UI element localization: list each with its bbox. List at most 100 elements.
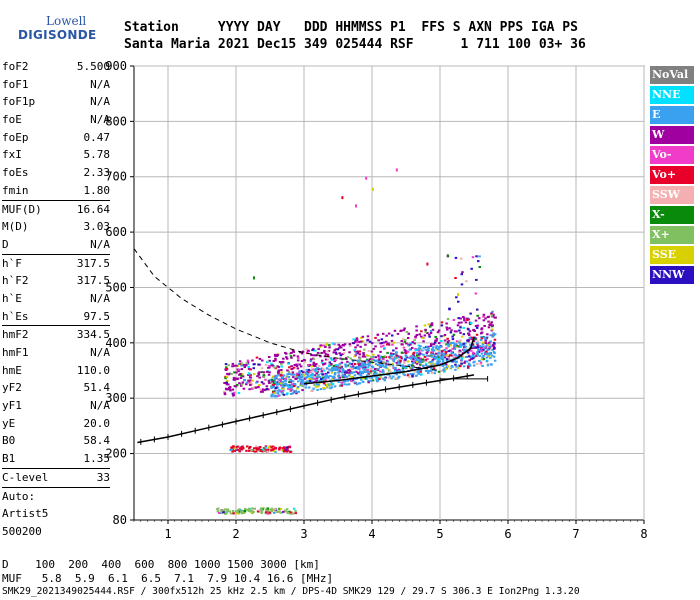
echo-point xyxy=(420,373,423,376)
echo-point xyxy=(275,374,278,377)
echo-point xyxy=(451,360,455,363)
echo-point xyxy=(223,511,227,514)
echo-point xyxy=(353,371,356,374)
echo-point xyxy=(413,342,416,345)
echo-point xyxy=(282,387,285,390)
echo-point xyxy=(356,350,359,353)
y-tick-label: 200 xyxy=(105,447,127,461)
echo-point xyxy=(253,450,257,453)
echo-point xyxy=(278,446,281,449)
echo-point xyxy=(240,362,244,365)
echo-point xyxy=(368,362,371,364)
echo-point xyxy=(235,448,238,451)
echo-point xyxy=(360,378,363,381)
echo-point xyxy=(360,362,364,365)
echo-point xyxy=(440,350,444,353)
echo-point xyxy=(476,308,479,311)
echo-point xyxy=(238,382,241,385)
echo-point xyxy=(415,361,419,364)
echo-point xyxy=(317,373,320,376)
echo-point xyxy=(226,372,229,375)
echo-point xyxy=(379,359,383,362)
echo-point xyxy=(490,321,493,324)
echo-point xyxy=(438,348,441,351)
echo-point xyxy=(403,340,407,343)
param-value: N/A xyxy=(90,237,110,251)
echo-point xyxy=(250,449,254,452)
echo-point xyxy=(471,354,475,357)
echo-point xyxy=(472,364,476,367)
echo-point xyxy=(364,343,367,346)
echo-point xyxy=(443,349,447,351)
echo-point xyxy=(246,362,250,365)
echo-point xyxy=(436,354,440,357)
echo-point xyxy=(474,319,478,322)
echo-point xyxy=(398,362,401,365)
echo-point xyxy=(384,340,388,343)
echo-point xyxy=(292,350,295,353)
echo-point xyxy=(344,375,347,378)
param-value: 51.4 xyxy=(83,381,111,395)
echo-point xyxy=(352,366,356,369)
echo-point xyxy=(339,345,342,348)
echo-point xyxy=(412,354,416,357)
echo-point xyxy=(275,386,278,389)
echo-point xyxy=(287,511,290,514)
echo-point xyxy=(257,386,260,389)
echo-point xyxy=(285,446,289,449)
echo-point xyxy=(330,371,334,374)
echo-point xyxy=(276,389,280,392)
echo-point xyxy=(446,343,450,346)
echo-point xyxy=(230,373,233,375)
echo-point xyxy=(308,363,312,366)
echo-point xyxy=(295,365,299,368)
echo-point xyxy=(372,347,376,350)
echo-point xyxy=(276,371,280,374)
param-row: hmF2 334.5 xyxy=(2,326,110,344)
echo-point xyxy=(241,381,245,384)
echo-point xyxy=(362,362,365,365)
echo-point xyxy=(251,512,254,515)
echo-point xyxy=(247,372,251,375)
echo-point xyxy=(462,333,466,336)
echo-point xyxy=(247,510,251,512)
echo-point xyxy=(321,344,325,347)
param-row: h`F 317.5 xyxy=(2,255,110,273)
echo-point xyxy=(492,351,496,354)
echo-point xyxy=(237,368,241,371)
echo-point xyxy=(314,385,318,388)
echo-point xyxy=(421,359,424,362)
echo-point xyxy=(387,332,391,335)
echo-point xyxy=(292,373,296,376)
legend-item-nnw: NNW xyxy=(650,266,694,284)
echo-point xyxy=(268,382,271,384)
echo-point xyxy=(317,348,320,351)
echo-point xyxy=(287,386,290,389)
echo-point xyxy=(450,365,453,367)
echo-point xyxy=(425,354,429,357)
echo-point xyxy=(342,352,346,354)
echo-point xyxy=(428,335,431,338)
echo-point xyxy=(449,367,453,370)
echo-point xyxy=(488,322,492,325)
echo-point xyxy=(297,375,301,378)
echo-point xyxy=(353,381,356,384)
echo-point xyxy=(292,376,295,379)
echo-point xyxy=(463,346,466,349)
echo-point xyxy=(222,511,225,514)
echo-point xyxy=(314,349,317,352)
y-tick-label: 400 xyxy=(105,336,127,350)
echo-point xyxy=(289,387,293,390)
echo-point xyxy=(492,343,495,346)
echo-point xyxy=(331,382,335,385)
echo-point xyxy=(259,390,263,393)
echo-point xyxy=(465,348,468,351)
echo-point xyxy=(388,356,391,359)
echo-point xyxy=(339,354,343,357)
echo-point xyxy=(349,344,352,347)
echo-point xyxy=(391,364,395,367)
echo-point xyxy=(266,361,269,364)
echo-point xyxy=(341,370,345,373)
param-name: yF2 xyxy=(2,381,22,395)
echo-point xyxy=(455,360,458,363)
